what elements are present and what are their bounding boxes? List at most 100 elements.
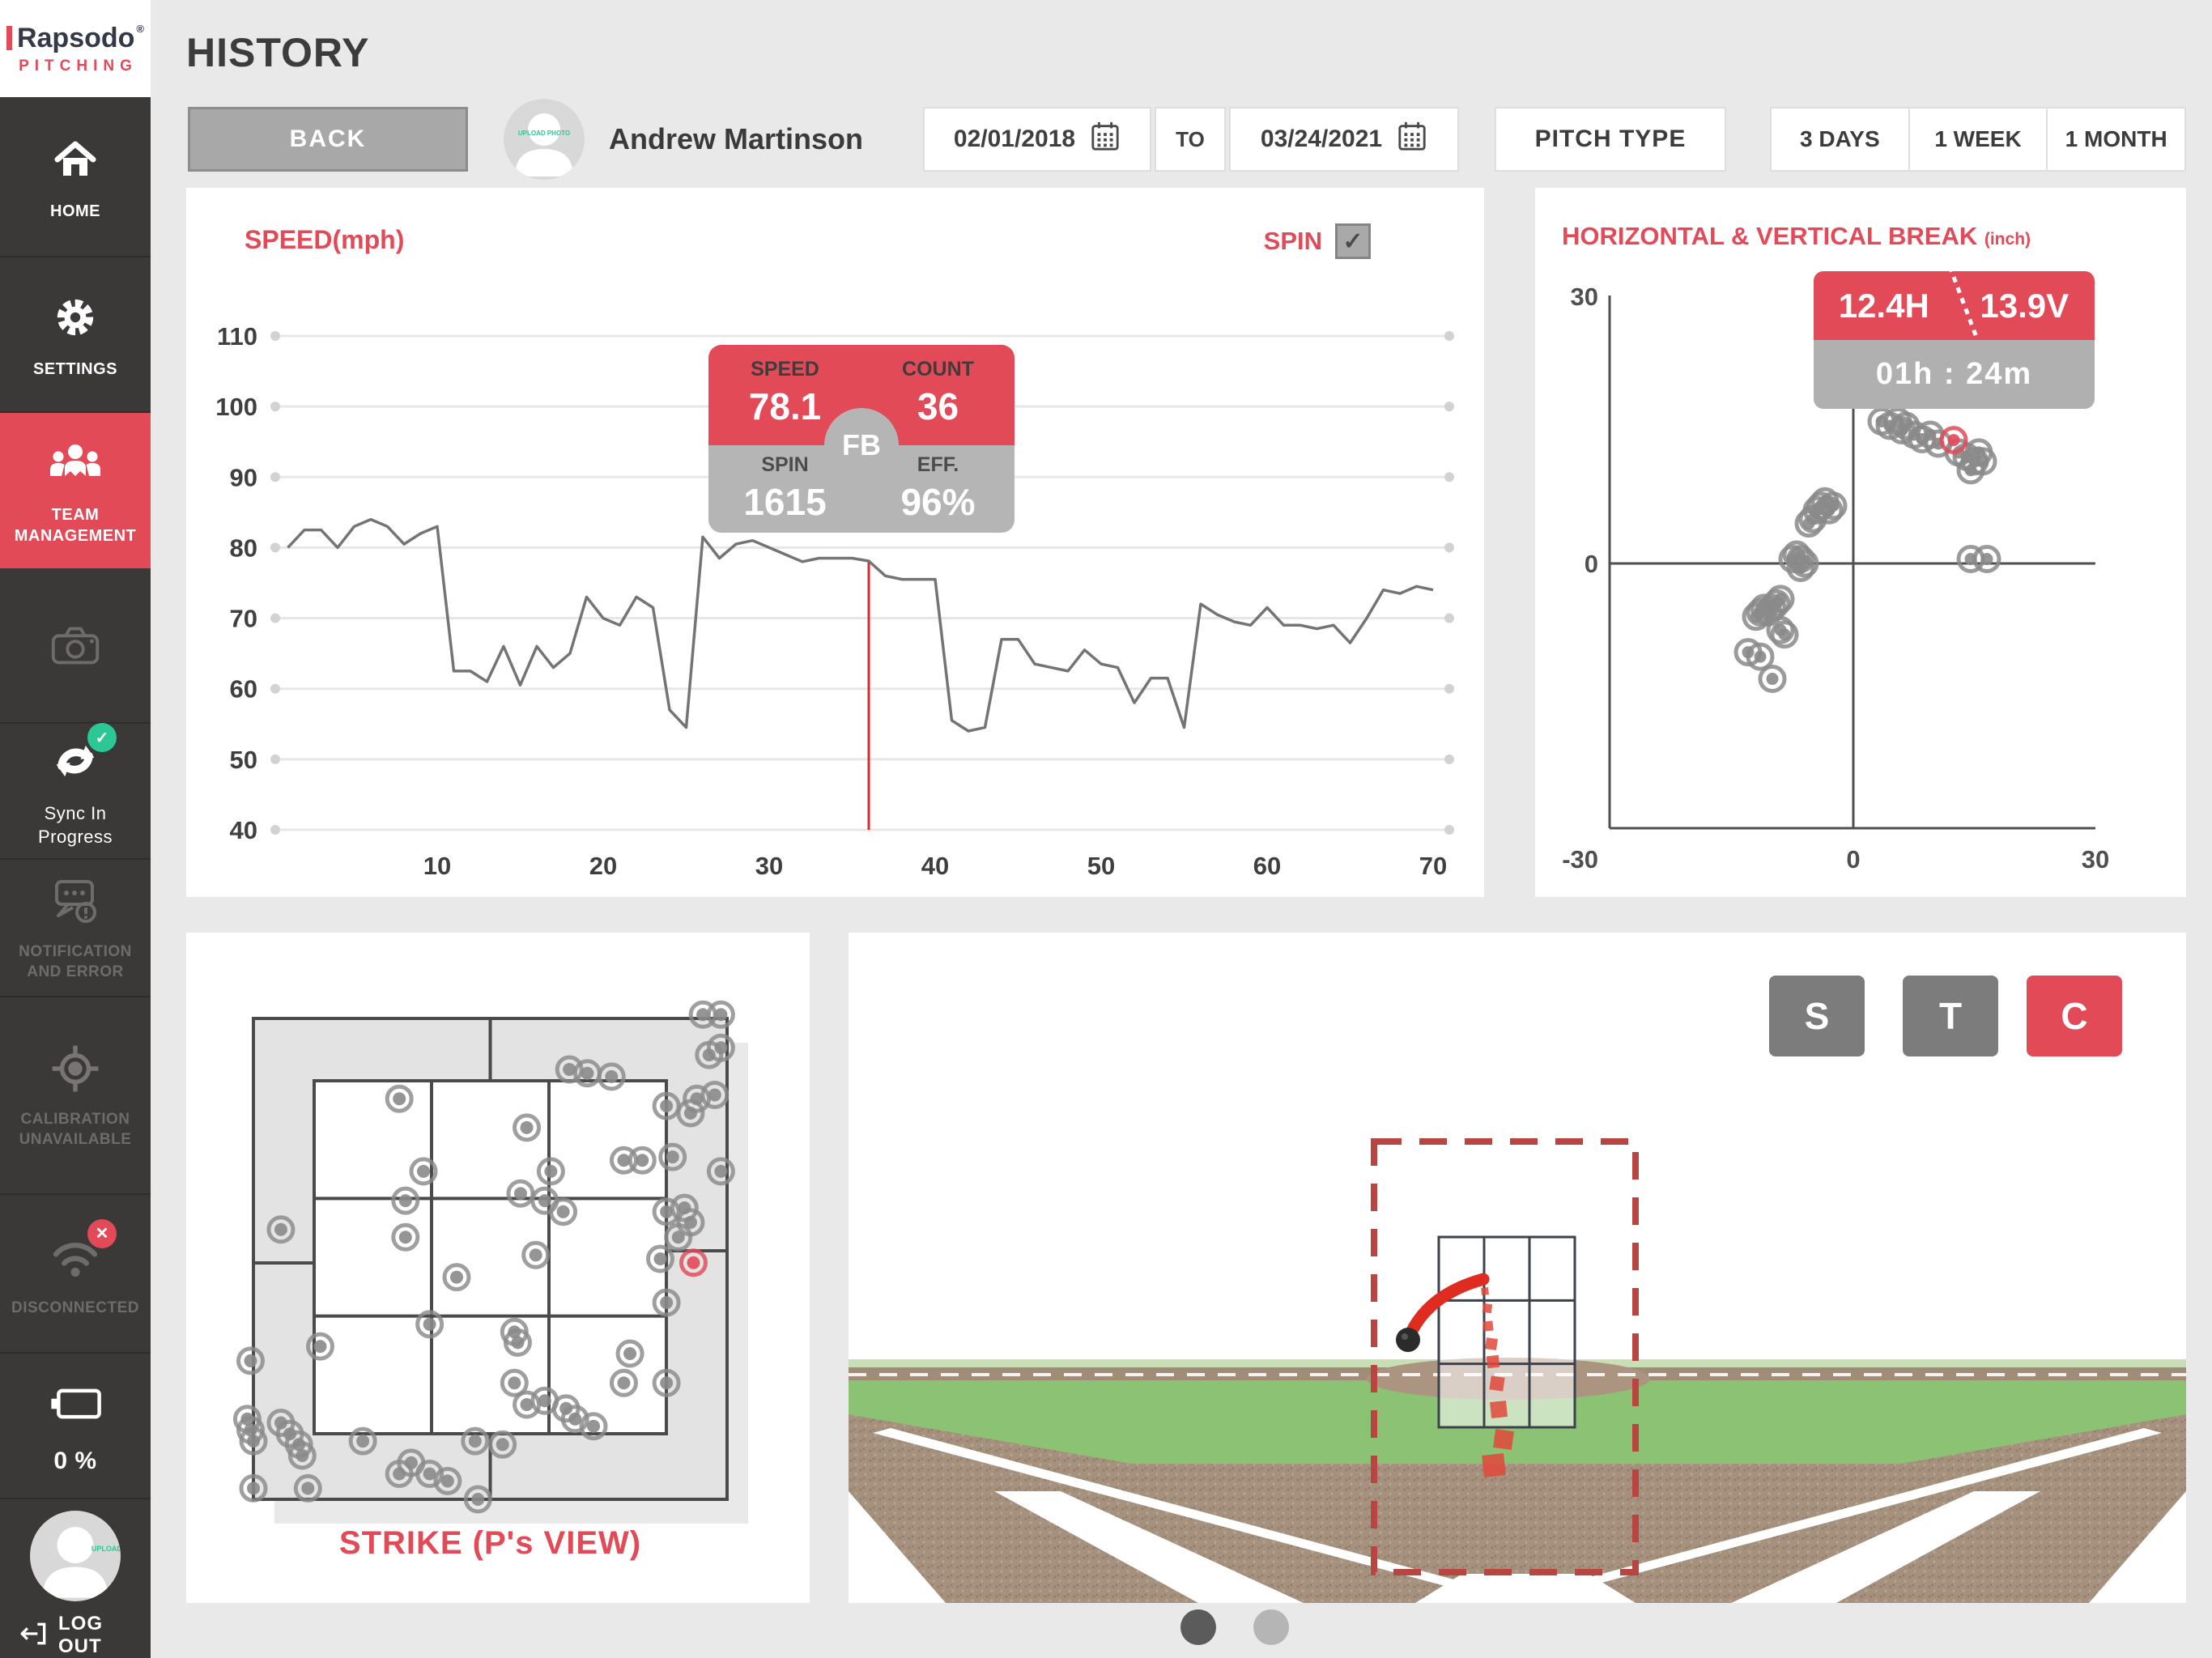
pitch-dot-core[interactable] bbox=[417, 1164, 431, 1178]
pitch-dot-core[interactable] bbox=[274, 1222, 287, 1236]
pitch-dot[interactable] bbox=[503, 1328, 532, 1357]
tracking-zone-dashed[interactable] bbox=[1371, 1138, 1639, 1575]
pitch-dot-core[interactable] bbox=[520, 1120, 534, 1134]
selected-pitch-dot-core[interactable] bbox=[1947, 434, 1960, 447]
pitch-dot[interactable] bbox=[391, 1186, 420, 1215]
pitch-dot[interactable] bbox=[415, 1310, 445, 1339]
pitch-dot-core[interactable] bbox=[671, 1231, 685, 1244]
pitch-dot[interactable] bbox=[1968, 447, 1997, 476]
pitch-dot[interactable] bbox=[615, 1339, 644, 1368]
pitch-dot-core[interactable] bbox=[605, 1069, 619, 1083]
view-s-button[interactable]: S bbox=[1769, 976, 1865, 1056]
pitch-dot[interactable] bbox=[348, 1426, 377, 1456]
pitch-dot[interactable] bbox=[683, 1084, 712, 1113]
pitch-dot-core[interactable] bbox=[449, 1270, 463, 1284]
pitch-dot-core[interactable] bbox=[581, 1066, 594, 1080]
pitch-dot-core[interactable] bbox=[660, 1376, 674, 1390]
pitch-dot-core[interactable] bbox=[714, 1008, 728, 1022]
pitch-dot[interactable] bbox=[1746, 597, 1775, 627]
spin-checkbox[interactable]: ✓ bbox=[1335, 223, 1371, 259]
date-to-field[interactable]: 03/24/2021 bbox=[1229, 107, 1459, 172]
pitch-dot-core[interactable] bbox=[404, 1456, 418, 1469]
pitch-dot[interactable] bbox=[700, 1080, 730, 1109]
pitch-dot-core[interactable] bbox=[660, 1099, 674, 1113]
sidebar-item-team-management[interactable]: TEAM MANAGEMENT bbox=[0, 413, 151, 568]
pitch-dot[interactable] bbox=[513, 1113, 542, 1142]
pitch-type-button[interactable]: PITCH TYPE bbox=[1495, 107, 1726, 172]
pitch-dot-core[interactable] bbox=[244, 1354, 257, 1367]
date-from-field[interactable]: 02/01/2018 bbox=[923, 107, 1151, 172]
pitch-dot[interactable] bbox=[415, 1460, 445, 1489]
pitch-dot[interactable] bbox=[609, 1368, 638, 1397]
pitch-dot[interactable] bbox=[536, 1157, 565, 1186]
pitch-dot-core[interactable] bbox=[1754, 650, 1767, 663]
pitch-dot-core[interactable] bbox=[538, 1194, 551, 1208]
pitch-dot-core[interactable] bbox=[1802, 517, 1815, 530]
avatar[interactable]: UPLOAD PHOTO bbox=[30, 1511, 121, 1601]
pitch-dot[interactable] bbox=[287, 1441, 317, 1470]
pitch-dot[interactable] bbox=[579, 1412, 608, 1441]
pitch-dot-core[interactable] bbox=[296, 1448, 309, 1462]
pitch-dot[interactable] bbox=[555, 1055, 584, 1084]
pitch-dot[interactable] bbox=[266, 1215, 296, 1244]
pitch-dot[interactable] bbox=[1758, 665, 1787, 694]
pitch-dot[interactable] bbox=[239, 1473, 268, 1503]
selected-pitch-dot[interactable] bbox=[678, 1248, 708, 1278]
speed-line-series[interactable] bbox=[287, 517, 1434, 733]
speed-line-chart[interactable]: 110 100 90 80 70 60 50 40 10 20 30 40 50 60 70 bbox=[186, 188, 1484, 897]
pitch-dot[interactable] bbox=[521, 1240, 551, 1269]
pitch-dot[interactable] bbox=[488, 1430, 517, 1459]
pitch-dot-core[interactable] bbox=[1827, 500, 1840, 512]
pitch-dot-core[interactable] bbox=[247, 1482, 260, 1495]
sidebar-item-settings[interactable]: SETTINGS bbox=[0, 257, 151, 413]
pitch-dot-core[interactable] bbox=[423, 1467, 436, 1481]
pitch-dot[interactable] bbox=[652, 1288, 681, 1317]
pitch-dot-core[interactable] bbox=[356, 1435, 370, 1448]
pitch-dot[interactable] bbox=[513, 1390, 542, 1419]
pitch-dot-core[interactable] bbox=[508, 1376, 521, 1390]
pitch-dot-core[interactable] bbox=[423, 1317, 436, 1331]
pitch-dot[interactable] bbox=[236, 1346, 265, 1375]
pitch-dot-core[interactable] bbox=[556, 1205, 570, 1218]
pitch-dot-core[interactable] bbox=[683, 1215, 697, 1229]
pitch-dot-core[interactable] bbox=[568, 1412, 582, 1426]
pitch-dot[interactable] bbox=[1790, 549, 1819, 578]
pitch-dot-core[interactable] bbox=[587, 1419, 601, 1433]
pitch-dot-core[interactable] bbox=[623, 1347, 637, 1361]
pitch-dot-core[interactable] bbox=[666, 1150, 679, 1164]
pitch-dot[interactable] bbox=[627, 1146, 657, 1175]
range-3days-button[interactable]: 3 DAYS bbox=[1772, 108, 1910, 170]
pitch-dot[interactable] bbox=[652, 1368, 681, 1397]
selected-pitch-dot[interactable] bbox=[1939, 426, 1968, 455]
pitch-dot[interactable] bbox=[706, 1033, 735, 1062]
pitch-dot-core[interactable] bbox=[538, 1394, 551, 1408]
pitch-dot-core[interactable] bbox=[440, 1474, 454, 1488]
pitch-dot[interactable] bbox=[1794, 509, 1823, 538]
pitch-dot-core[interactable] bbox=[1766, 673, 1779, 686]
pitch-dot[interactable] bbox=[305, 1332, 334, 1361]
pitch-dot-core[interactable] bbox=[529, 1248, 542, 1262]
pitch-dot[interactable] bbox=[706, 1157, 735, 1186]
pitch-dot[interactable] bbox=[597, 1062, 626, 1091]
pitch-dot[interactable] bbox=[1819, 491, 1848, 521]
pitch-dot-core[interactable] bbox=[301, 1482, 315, 1495]
pitch-dot[interactable] bbox=[646, 1244, 675, 1273]
pitch-dot[interactable] bbox=[239, 1426, 268, 1456]
pitch-dot-core[interactable] bbox=[313, 1340, 327, 1354]
pitch-dot[interactable] bbox=[409, 1157, 438, 1186]
pitch-dot-core[interactable] bbox=[617, 1154, 631, 1167]
pitch-dot-core[interactable] bbox=[636, 1154, 649, 1167]
pitch-dot[interactable] bbox=[1746, 642, 1775, 671]
strike-zone-plot[interactable] bbox=[186, 933, 810, 1603]
sidebar-item-home[interactable]: HOME bbox=[0, 97, 151, 257]
logout-button[interactable]: LOG OUT bbox=[0, 1613, 151, 1658]
pitch-dot[interactable] bbox=[652, 1197, 681, 1226]
break-scatter-chart[interactable]: 30 0 -30 0 30 bbox=[1535, 188, 2186, 897]
pitch-dot[interactable] bbox=[1972, 545, 2001, 574]
pitch-dot-core[interactable] bbox=[714, 1041, 728, 1055]
pitch-dot-core[interactable] bbox=[274, 1416, 287, 1430]
page-dot-1[interactable] bbox=[1180, 1609, 1216, 1645]
view-c-button[interactable]: C bbox=[2027, 976, 2122, 1056]
pitch-dot-core[interactable] bbox=[1778, 628, 1791, 641]
pitch-dot-core[interactable] bbox=[398, 1231, 412, 1244]
